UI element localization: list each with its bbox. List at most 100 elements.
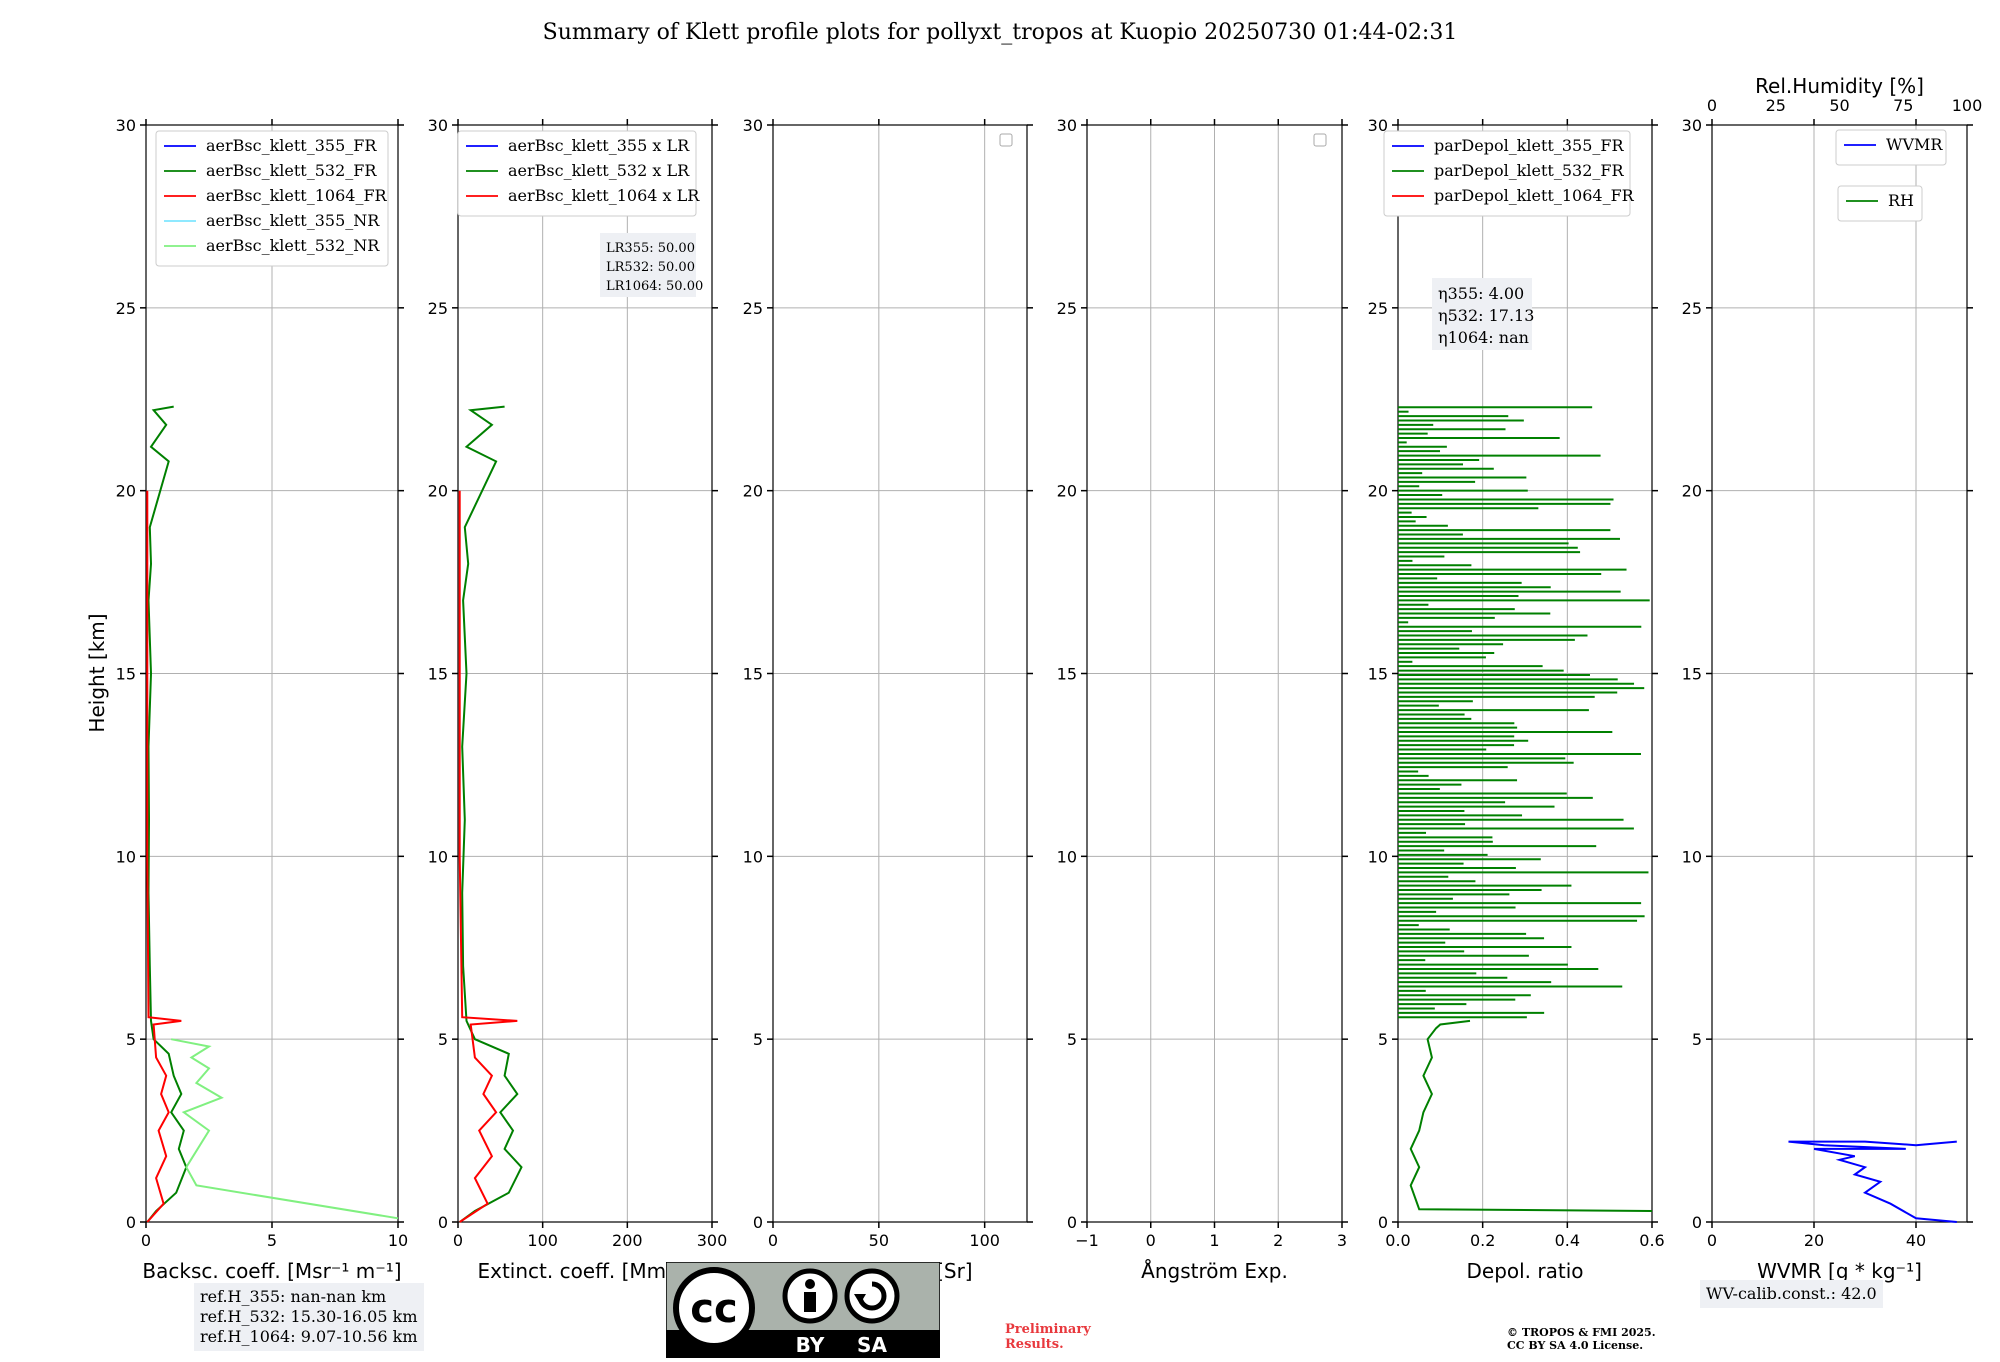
series-line [171, 1038, 399, 1220]
top-tick-label: 25 [1766, 96, 1786, 115]
eta-box [1432, 278, 1532, 350]
lr-box [600, 233, 696, 297]
y-tick-label: 10 [116, 847, 136, 866]
cc-circle-text: cc [690, 1286, 737, 1332]
wv-calib-text: WV-calib.const.: 42.0 [1706, 1284, 1877, 1303]
y-tick-label: 20 [116, 482, 136, 501]
series-line [1409, 1019, 1653, 1212]
y-tick-label: 30 [1057, 116, 1077, 135]
lr-annotation: LR532: 50.00 [606, 260, 695, 275]
legend-entry: parDepol_klett_532_FR [1434, 161, 1625, 180]
x-tick-label: 300 [697, 1231, 728, 1250]
legend-entry: aerBsc_klett_355 x LR [508, 136, 690, 155]
top-axis-label: Rel.Humidity [%] [1755, 74, 1924, 98]
y-axis-label: Height [km] [85, 613, 109, 732]
wv-calib-box: WV-calib.const.: 42.0 [1700, 1280, 1883, 1308]
cc-by-label: BY [796, 1333, 825, 1357]
legend-entry: RH [1888, 191, 1914, 210]
y-tick-label: 25 [428, 299, 448, 318]
x-tick-label: 0.4 [1555, 1231, 1580, 1250]
copyright-note: © TROPOS & FMI 2025. CC BY SA 4.0 Licens… [1507, 1326, 1656, 1352]
y-tick-label: 0 [753, 1213, 763, 1232]
x-tick-label: 3 [1337, 1231, 1347, 1250]
x-tick-label: 100 [969, 1231, 1000, 1250]
panel-frame-bsc [145, 124, 399, 1223]
x-tick-label: 40 [1906, 1231, 1926, 1250]
y-tick-label: 10 [1368, 847, 1388, 866]
x-tick-label: 20 [1804, 1231, 1824, 1250]
x-tick-label: 0.2 [1470, 1231, 1495, 1250]
series-line [146, 405, 188, 1223]
chart-title: Summary of Klett profile plots for polly… [542, 20, 1458, 45]
legend-empty-ae [1313, 133, 1327, 147]
y-tick-label: 0 [126, 1213, 136, 1232]
preliminary-line-2: Results. [1005, 1337, 1064, 1352]
y-tick-label: 20 [1682, 482, 1702, 501]
y-tick-label: 5 [126, 1030, 136, 1049]
legend-entry: WVMR [1886, 135, 1943, 154]
x-tick-label: 10 [388, 1231, 408, 1250]
y-tick-label: 25 [1368, 299, 1388, 318]
series-line [458, 490, 518, 1223]
y-tick-label: 20 [743, 482, 763, 501]
panel-frame-depol [1397, 124, 1653, 1223]
y-tick-label: 0 [1692, 1213, 1702, 1232]
top-tick-label: 100 [1952, 96, 1983, 115]
x-axis-label-ext: Extinct. coeff. [Mm⁻¹] [477, 1259, 692, 1283]
series-line [1788, 1140, 1957, 1223]
y-tick-label: 5 [1378, 1030, 1388, 1049]
panel-frame-ext [457, 124, 713, 1223]
x-tick-label: 0 [1146, 1231, 1156, 1250]
cc-sa-icon [844, 1268, 900, 1324]
legend-entry: aerBsc_klett_1064 x LR [508, 186, 700, 205]
legend-entry: aerBsc_klett_355_NR [206, 211, 380, 230]
eta-annotation: η532: 17.13 [1438, 306, 1534, 325]
y-tick-label: 30 [428, 116, 448, 135]
x-tick-label: 0.0 [1385, 1231, 1410, 1250]
y-tick-label: 5 [753, 1030, 763, 1049]
legend-entry: parDepol_klett_355_FR [1434, 136, 1625, 155]
y-tick-label: 15 [428, 665, 448, 684]
x-tick-label: 0.6 [1639, 1231, 1664, 1250]
x-axis-label-ae: Ångström Exp. [1141, 1259, 1288, 1283]
x-axis-label-wv: WVMR [g * kg⁻¹] [1757, 1259, 1922, 1283]
x-axis-label-bsc: Backsc. coeff. [Msr⁻¹ m⁻¹] [142, 1259, 401, 1283]
y-tick-label: 5 [438, 1030, 448, 1049]
legend-entry: parDepol_klett_1064_FR [1434, 186, 1635, 205]
x-tick-label: 0 [141, 1231, 151, 1250]
y-tick-label: 15 [116, 665, 136, 684]
x-axis-label-depol: Depol. ratio [1466, 1259, 1583, 1283]
series-line [146, 490, 182, 1223]
y-tick-label: 25 [743, 299, 763, 318]
copyright-line-1: © TROPOS & FMI 2025. [1507, 1326, 1656, 1339]
x-tick-label: 1 [1209, 1231, 1219, 1250]
y-tick-label: 25 [116, 299, 136, 318]
y-tick-label: 25 [1057, 299, 1077, 318]
legend-entry: aerBsc_klett_1064_FR [206, 186, 388, 205]
y-tick-label: 15 [1368, 665, 1388, 684]
x-tick-label: 2 [1273, 1231, 1283, 1250]
ref-h-1064: ref.H_1064: 9.07-10.56 km [200, 1327, 418, 1346]
y-tick-label: 10 [1682, 847, 1702, 866]
eta-annotation: η355: 4.00 [1438, 284, 1524, 303]
y-tick-label: 0 [438, 1213, 448, 1232]
legend-depol [1383, 130, 1631, 217]
y-tick-label: 25 [1682, 299, 1702, 318]
legend-bsc [155, 130, 389, 267]
top-tick-label: 0 [1707, 96, 1717, 115]
y-tick-label: 30 [743, 116, 763, 135]
x-tick-label: 100 [527, 1231, 558, 1250]
ref-height-box: ref.H_355: nan-nan km ref.H_532: 15.30-1… [194, 1283, 424, 1351]
legend-entry: aerBsc_klett_532_NR [206, 236, 380, 255]
x-tick-label: 0 [768, 1231, 778, 1250]
eta-annotation: η1064: nan [1438, 328, 1529, 347]
cc-license-logo: cc BY SA [665, 1261, 941, 1359]
legend-entry: aerBsc_klett_355_FR [206, 136, 377, 155]
copyright-line-2: CC BY SA 4.0 License. [1507, 1339, 1644, 1352]
legend-rh [1837, 185, 1923, 222]
x-tick-label: 5 [267, 1231, 277, 1250]
panel-frame-ae [1086, 124, 1343, 1223]
legend-entry: aerBsc_klett_532 x LR [508, 161, 690, 180]
ref-h-355: ref.H_355: nan-nan km [200, 1287, 387, 1306]
